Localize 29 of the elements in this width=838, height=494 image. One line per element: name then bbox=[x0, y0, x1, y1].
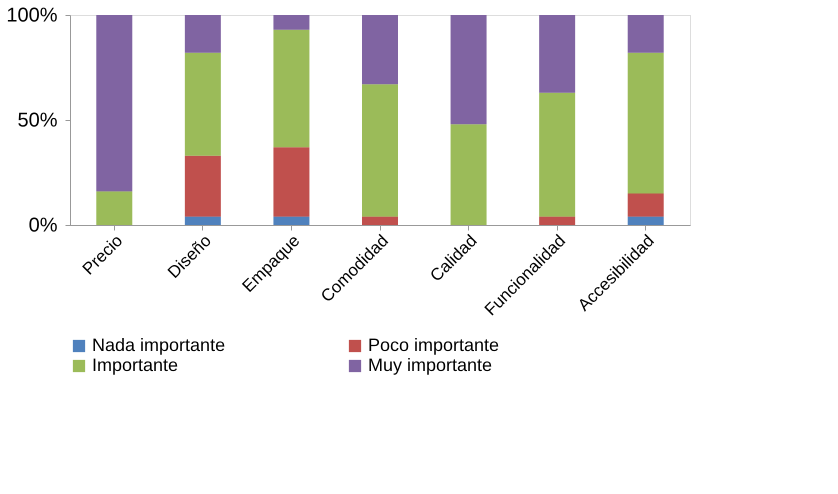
bar bbox=[96, 191, 132, 225]
bar bbox=[184, 156, 221, 217]
legend-label: Nada importante bbox=[92, 335, 226, 355]
bar bbox=[184, 216, 221, 225]
bar bbox=[273, 30, 310, 148]
bar bbox=[184, 15, 221, 53]
y-tick-label: 50% bbox=[17, 110, 58, 132]
bar bbox=[184, 52, 221, 156]
legend-label: Importante bbox=[92, 355, 178, 375]
bar bbox=[273, 15, 310, 30]
bar bbox=[273, 216, 310, 225]
bar bbox=[628, 194, 664, 217]
bar bbox=[362, 216, 398, 225]
bar bbox=[628, 216, 664, 225]
bar bbox=[539, 92, 576, 217]
bar bbox=[450, 124, 487, 225]
bar bbox=[362, 15, 398, 84]
bar bbox=[628, 52, 664, 194]
y-tick-label: 0% bbox=[28, 214, 58, 236]
bar bbox=[96, 15, 132, 192]
legend-label: Poco importante bbox=[368, 335, 500, 355]
bar bbox=[450, 15, 487, 124]
bar bbox=[539, 216, 576, 225]
bar bbox=[539, 15, 576, 93]
y-tick-label: 100% bbox=[6, 4, 58, 26]
legend-label: Muy importante bbox=[368, 355, 492, 375]
bar bbox=[273, 147, 310, 217]
bar bbox=[628, 15, 664, 53]
bar bbox=[362, 84, 398, 217]
